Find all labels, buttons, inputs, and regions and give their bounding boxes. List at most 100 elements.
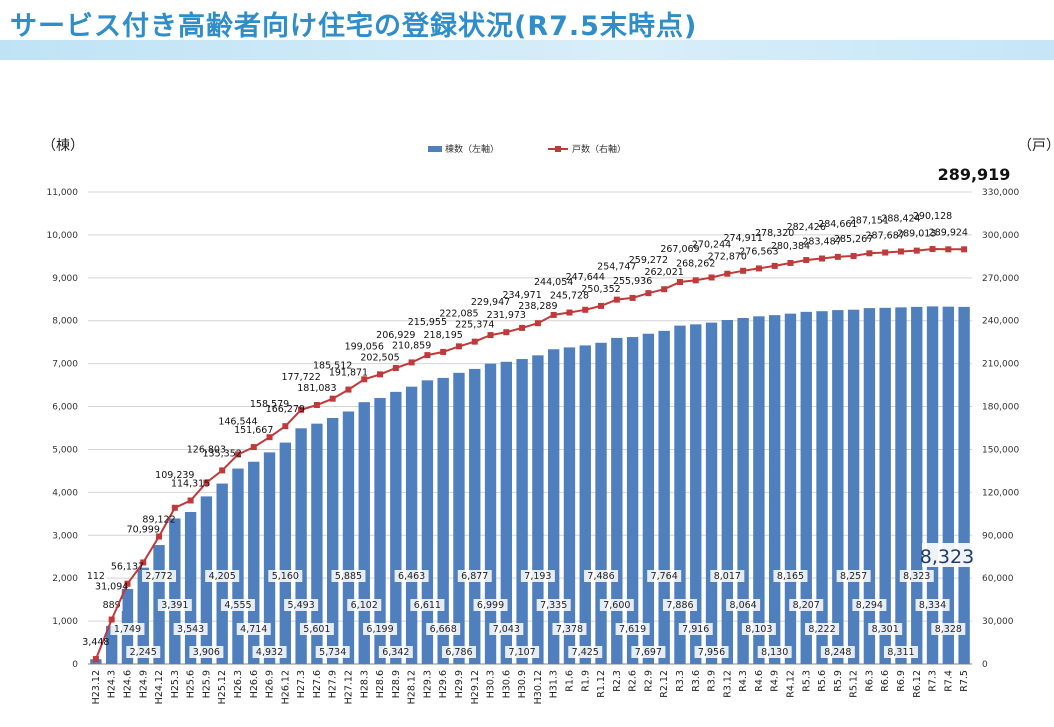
line-value-label: 284,661 xyxy=(818,219,857,230)
y-right-tick-label: 330,000 xyxy=(982,188,1019,198)
line-value-label: 3,448 xyxy=(82,637,109,648)
x-tick-label: R5.12 xyxy=(849,670,860,698)
bar-label-bg xyxy=(284,599,319,611)
line-value-label: 56,137 xyxy=(111,562,144,573)
x-tick-label: H26.12 xyxy=(280,670,291,704)
bar xyxy=(248,461,260,664)
bar xyxy=(832,310,844,664)
line-point xyxy=(440,348,447,355)
x-tick-label: R6.9 xyxy=(896,670,907,692)
bar-value-label: 6,342 xyxy=(382,647,409,658)
bar-label-bg xyxy=(489,623,524,635)
x-tick-label: H27.9 xyxy=(328,670,339,698)
bar xyxy=(263,452,276,664)
x-tick-label: H24.6 xyxy=(122,670,133,698)
legend-label-line: 戸数（右軸） xyxy=(572,143,626,155)
bar xyxy=(374,398,386,664)
line-value-label: 181,083 xyxy=(297,383,336,394)
line-value-label: 126,803 xyxy=(187,445,226,456)
y-right-tick-label: 150,000 xyxy=(982,445,1019,455)
line-value-label: 289,924 xyxy=(929,227,968,238)
bar xyxy=(911,306,923,664)
bar xyxy=(658,330,670,664)
line-point xyxy=(897,248,904,255)
line-value-label: 151,667 xyxy=(234,425,273,436)
line-point xyxy=(187,497,194,504)
bar-value-label: 7,764 xyxy=(651,571,678,582)
line-value-label: 177,722 xyxy=(281,372,320,383)
bar-label-bg xyxy=(363,623,398,635)
line-value-label: 135,352 xyxy=(203,448,242,459)
bar-label-bg xyxy=(457,570,492,582)
x-tick-label: H29.9 xyxy=(454,670,465,698)
bar-label-bg xyxy=(84,570,107,582)
x-tick-label: R1.9 xyxy=(580,670,591,692)
x-tick-label: H24.12 xyxy=(154,670,165,704)
bar-value-label: 8,328 xyxy=(935,624,962,635)
bar xyxy=(895,307,907,664)
bar-value-label: 5,885 xyxy=(335,571,362,582)
line-point xyxy=(929,246,936,253)
bar-value-label: 4,932 xyxy=(256,647,283,658)
bar xyxy=(137,567,149,664)
y-right-tick-label: 180,000 xyxy=(982,403,1019,413)
bar-value-label: 7,378 xyxy=(556,624,583,635)
bar-label-bg xyxy=(805,623,840,635)
y-right-tick-label: 120,000 xyxy=(982,488,1019,498)
bar-label-bg xyxy=(441,646,476,658)
bar xyxy=(784,313,797,664)
bar-value-label: 8,207 xyxy=(793,600,820,611)
callout-bar-bg xyxy=(922,543,972,567)
line-value-label: 278,320 xyxy=(755,228,794,239)
bar xyxy=(232,468,244,664)
y-left-tick-label: 0 xyxy=(72,660,78,670)
x-tick-label: H26.6 xyxy=(249,670,260,698)
x-tick-label: H24.3 xyxy=(107,670,118,698)
bar xyxy=(105,625,118,664)
bar-label-bg xyxy=(236,623,271,635)
line-point xyxy=(550,311,557,318)
bar-value-label: 889 xyxy=(103,600,121,611)
y-left-tick-label: 2,000 xyxy=(52,574,78,584)
line-value-label: 283,487 xyxy=(802,237,841,248)
bar-label-bg xyxy=(536,599,571,611)
bar xyxy=(437,377,449,664)
line-point xyxy=(534,320,541,327)
bar-value-label: 4,714 xyxy=(240,624,267,635)
x-tick-label: R6.12 xyxy=(912,670,923,698)
line-point xyxy=(850,252,857,259)
x-tick-label: H25.9 xyxy=(201,670,212,698)
line-point xyxy=(471,338,478,345)
line-point xyxy=(961,246,968,253)
bar-label-bg xyxy=(789,599,824,611)
bar xyxy=(942,306,955,664)
bar-label-bg xyxy=(378,646,413,658)
x-tick-label: H25.12 xyxy=(217,670,228,704)
y-left-tick-label: 8,000 xyxy=(52,317,78,327)
bar xyxy=(737,317,749,664)
line-point xyxy=(156,533,163,540)
bar-value-label: 6,611 xyxy=(414,600,441,611)
bar xyxy=(674,325,686,664)
bar xyxy=(863,308,876,664)
line-value-label: 290,128 xyxy=(913,211,952,222)
bar xyxy=(563,347,576,664)
bar-value-label: 8,301 xyxy=(872,624,899,635)
line-point xyxy=(487,332,494,339)
line-point xyxy=(724,270,731,277)
title-underline-band xyxy=(0,40,1054,60)
bar-label-bg xyxy=(568,646,603,658)
bar-value-label: 8,017 xyxy=(714,571,741,582)
line-value-label: 250,352 xyxy=(581,284,620,295)
line-point xyxy=(424,352,431,359)
line-value-label: 282,426 xyxy=(787,222,826,233)
bar-label-bg xyxy=(678,623,713,635)
bar-label-bg xyxy=(615,623,650,635)
bar-label-bg xyxy=(694,646,729,658)
bar-label-bg xyxy=(157,599,192,611)
x-tick-label: R6.3 xyxy=(864,670,875,692)
bar-label-bg xyxy=(647,570,682,582)
line-point xyxy=(945,246,952,253)
bar-value-label: 6,999 xyxy=(477,600,504,611)
line-point xyxy=(298,406,305,413)
